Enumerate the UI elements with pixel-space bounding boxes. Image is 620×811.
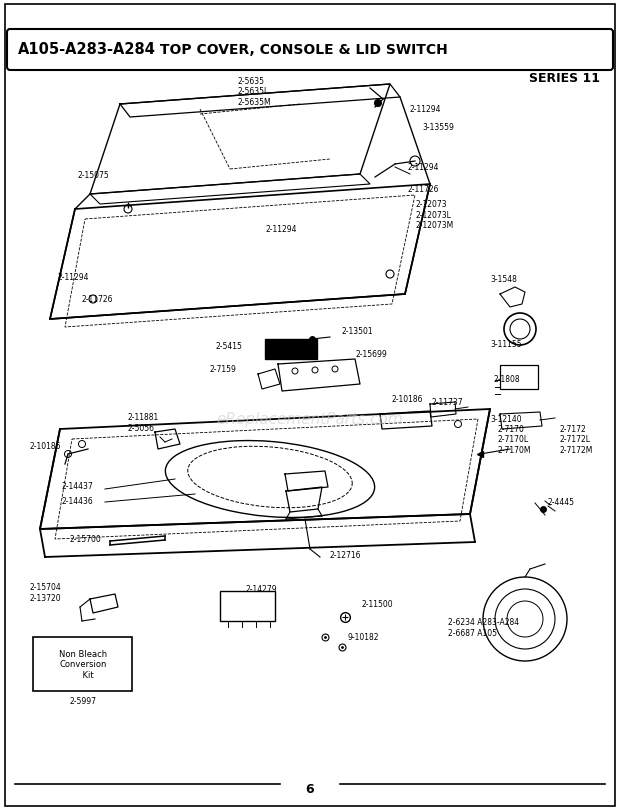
Text: 2-1808: 2-1808: [493, 375, 520, 384]
Text: 2-6234 A283-A284
2-6687 A105: 2-6234 A283-A284 2-6687 A105: [448, 617, 519, 637]
Text: SERIES 11: SERIES 11: [529, 71, 600, 84]
Text: 2-7170
2-7170L
2-7170M: 2-7170 2-7170L 2-7170M: [498, 425, 531, 454]
Text: 2-11500: 2-11500: [362, 600, 394, 609]
Text: 2-15700: 2-15700: [70, 534, 102, 544]
Text: 3-11155: 3-11155: [490, 340, 521, 349]
Text: 2-15075: 2-15075: [78, 170, 110, 179]
Text: TOP COVER, CONSOLE & LID SWITCH: TOP COVER, CONSOLE & LID SWITCH: [155, 43, 448, 57]
Text: 2-12073
2-12073L
2-12073M: 2-12073 2-12073L 2-12073M: [415, 200, 453, 230]
Text: 2-4445: 2-4445: [548, 498, 575, 507]
Text: 2-11294: 2-11294: [410, 105, 441, 114]
Text: 2-12716: 2-12716: [330, 550, 361, 559]
Circle shape: [374, 101, 381, 107]
Text: 2-5997: 2-5997: [70, 697, 97, 706]
Text: 2-11726: 2-11726: [408, 185, 440, 195]
Text: 9-10182: 9-10182: [348, 633, 379, 642]
Text: 2-14437: 2-14437: [62, 482, 94, 491]
Text: 3-1548: 3-1548: [490, 275, 517, 284]
Text: 2-7159: 2-7159: [210, 365, 237, 374]
Text: 2-10186: 2-10186: [30, 442, 61, 451]
Text: 2-15699: 2-15699: [355, 350, 387, 359]
Text: 2-11294: 2-11294: [58, 273, 89, 282]
Bar: [500, 366, 538, 389]
FancyBboxPatch shape: [33, 637, 132, 691]
Text: 2-10186: 2-10186: [392, 395, 423, 404]
Text: 2-14436: 2-14436: [62, 497, 94, 506]
Text: 2-11294: 2-11294: [265, 225, 296, 234]
Text: A105-A283-A284: A105-A283-A284: [18, 42, 156, 58]
Text: 2-11726: 2-11726: [82, 295, 113, 304]
Text: 2-14279: 2-14279: [245, 585, 277, 594]
Text: Non Bleach
Conversion
    Kit: Non Bleach Conversion Kit: [59, 650, 107, 679]
Text: 2-7172
2-7172L
2-7172M: 2-7172 2-7172L 2-7172M: [560, 425, 593, 454]
Text: 2-5415: 2-5415: [215, 342, 242, 351]
Text: 2-11737: 2-11737: [432, 398, 464, 407]
Text: 2-5635
2-5635L
2-5635M: 2-5635 2-5635L 2-5635M: [238, 77, 272, 107]
FancyBboxPatch shape: [7, 30, 613, 71]
Bar: [220, 591, 275, 621]
Text: 3-13559: 3-13559: [422, 123, 454, 132]
Text: 2-15704
2-13720: 2-15704 2-13720: [30, 582, 62, 602]
FancyBboxPatch shape: [5, 5, 615, 806]
Text: 2-13501: 2-13501: [342, 327, 374, 336]
Text: eReplacementParts.com: eReplacementParts.com: [216, 412, 404, 427]
Text: 6: 6: [306, 783, 314, 796]
Bar: [265, 340, 317, 359]
Text: 2-11294: 2-11294: [408, 163, 440, 172]
Text: 2-11881
2-5056: 2-11881 2-5056: [128, 413, 159, 432]
Text: 3-12140: 3-12140: [490, 415, 521, 424]
